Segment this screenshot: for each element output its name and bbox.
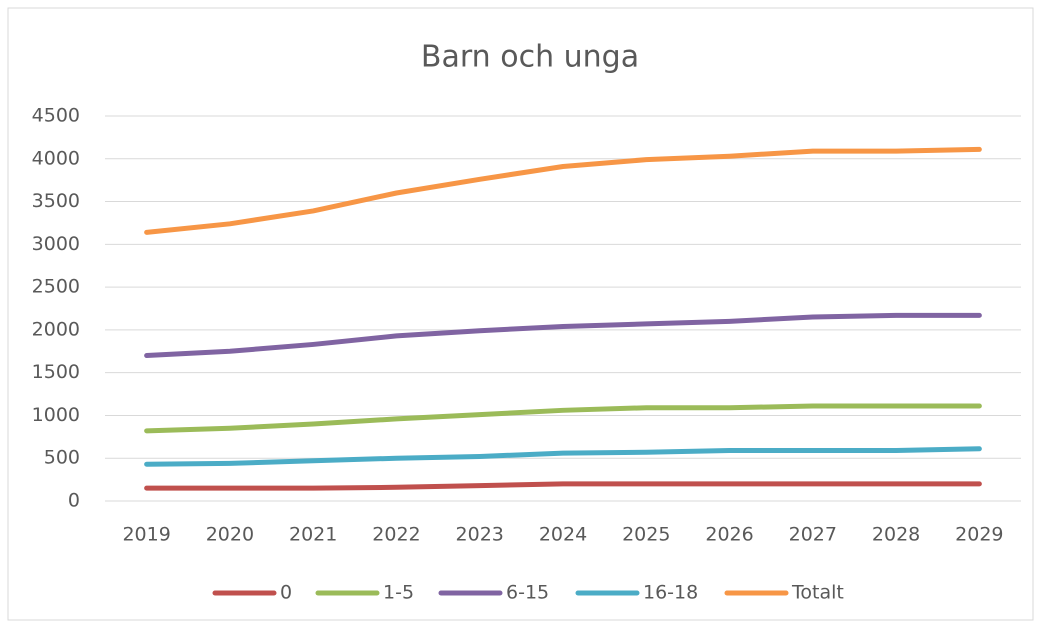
x-tick-label: 2027 <box>789 524 837 546</box>
y-tick-label: 3000 <box>32 233 80 255</box>
legend-label: Totalt <box>791 582 844 604</box>
legend-label: 1-5 <box>383 582 414 604</box>
x-tick-label: 2020 <box>206 524 254 546</box>
x-tick-label: 2023 <box>456 524 504 546</box>
y-tick-label: 4000 <box>32 147 80 169</box>
x-tick-label: 2026 <box>705 524 753 546</box>
y-tick-label: 2000 <box>32 318 80 340</box>
series-line <box>144 403 982 434</box>
x-tick-label: 2019 <box>122 524 170 546</box>
x-tick-label: 2025 <box>622 524 670 546</box>
x-tick-label: 2021 <box>289 524 337 546</box>
legend-label: 6-15 <box>506 582 549 604</box>
x-tick-label: 2024 <box>539 524 587 546</box>
y-tick-label: 500 <box>44 447 80 469</box>
series-line <box>144 446 982 467</box>
y-tick-label: 2500 <box>32 276 80 298</box>
x-tick-label: 2028 <box>872 524 920 546</box>
x-tick-label: 2029 <box>955 524 1003 546</box>
series-line <box>144 481 982 491</box>
y-tick-label: 1000 <box>32 404 80 426</box>
chart-title: Barn och unga <box>421 40 639 75</box>
x-tick-label: 2022 <box>372 524 420 546</box>
y-tick-label: 0 <box>68 490 80 512</box>
series-line <box>144 146 982 235</box>
y-tick-label: 3500 <box>32 190 80 212</box>
legend-label: 16-18 <box>643 582 698 604</box>
series-line <box>144 312 982 359</box>
legend-label: 0 <box>280 582 292 604</box>
y-tick-label: 1500 <box>32 361 80 383</box>
y-tick-label: 4500 <box>32 105 80 127</box>
